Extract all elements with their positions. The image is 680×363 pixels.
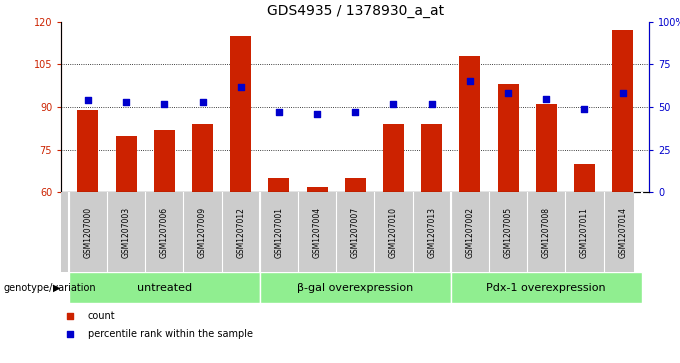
Point (350, 109, 360, 115)
Point (579, 106, 590, 112)
Text: GSM1207001: GSM1207001 (275, 207, 284, 258)
Text: β-gal overexpression: β-gal overexpression (297, 283, 413, 293)
Bar (612, 30, 633, 192)
Bar (154, 130, 175, 192)
Text: genotype/variation: genotype/variation (3, 283, 96, 293)
Bar (451, 272, 642, 303)
Bar (383, 124, 404, 192)
Point (197, 99, 208, 105)
Text: percentile rank within the sample: percentile rank within the sample (88, 329, 253, 339)
Bar (192, 124, 213, 192)
Text: GSM1207000: GSM1207000 (84, 207, 92, 258)
Text: Pdx-1 overexpression: Pdx-1 overexpression (486, 283, 606, 293)
Bar (345, 178, 366, 192)
Point (617, 90, 628, 96)
Text: GSM1207004: GSM1207004 (313, 207, 322, 258)
Bar (421, 124, 442, 192)
Text: GSM1207009: GSM1207009 (198, 207, 207, 258)
Point (273, 109, 284, 115)
Text: GSM1207010: GSM1207010 (389, 207, 398, 258)
Point (503, 90, 513, 96)
Text: ▶: ▶ (53, 283, 61, 293)
Point (464, 79, 475, 85)
Text: GSM1207014: GSM1207014 (618, 207, 627, 258)
Point (426, 101, 437, 107)
Bar (498, 84, 519, 192)
Text: GSM1207006: GSM1207006 (160, 207, 169, 258)
Bar (460, 56, 480, 192)
Text: count: count (88, 311, 116, 321)
Bar (260, 272, 451, 303)
Point (120, 99, 131, 105)
Text: GSM1207003: GSM1207003 (122, 207, 131, 258)
Bar (269, 178, 290, 192)
Point (159, 101, 170, 107)
Text: GSM1207008: GSM1207008 (542, 207, 551, 258)
Bar (78, 110, 99, 192)
Text: GSM1207005: GSM1207005 (504, 207, 513, 258)
Point (82, 97, 93, 103)
Bar (307, 187, 328, 192)
Text: GSM1207002: GSM1207002 (465, 207, 475, 258)
Bar (574, 164, 595, 192)
Point (65, 331, 75, 337)
Point (311, 111, 322, 117)
Point (541, 96, 551, 102)
Text: GSM1207013: GSM1207013 (427, 207, 436, 258)
Point (65, 313, 75, 319)
Bar (69, 272, 260, 303)
Bar (116, 135, 137, 192)
Text: GSM1207007: GSM1207007 (351, 207, 360, 258)
Text: GSM1207011: GSM1207011 (580, 207, 589, 258)
Point (235, 84, 246, 90)
Title: GDS4935 / 1378930_a_at: GDS4935 / 1378930_a_at (267, 4, 444, 18)
Bar (231, 36, 251, 192)
Point (388, 101, 399, 107)
Text: untreated: untreated (137, 283, 192, 293)
Bar (536, 104, 557, 192)
Text: GSM1207012: GSM1207012 (236, 207, 245, 258)
